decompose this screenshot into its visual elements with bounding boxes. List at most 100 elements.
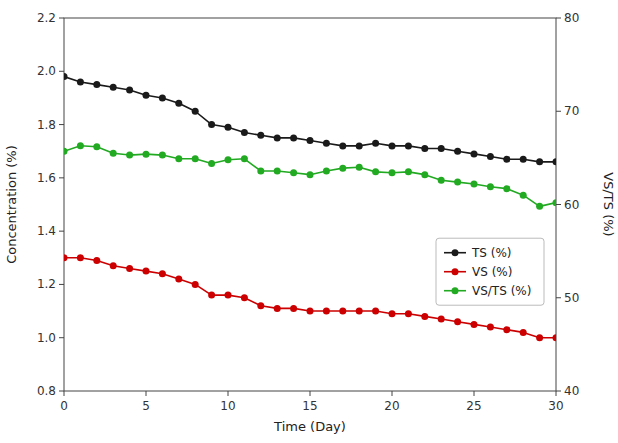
point	[126, 152, 133, 159]
x-tick	[392, 391, 393, 396]
point	[64, 254, 68, 261]
point	[536, 334, 543, 341]
point	[356, 308, 363, 315]
point	[307, 308, 314, 315]
legend-marker	[452, 268, 459, 275]
point	[487, 153, 494, 160]
point	[126, 265, 133, 272]
x-tick-label: 0	[60, 399, 68, 413]
point	[77, 78, 84, 85]
point	[159, 152, 166, 159]
legend-marker	[452, 249, 459, 256]
plot-area	[64, 73, 556, 341]
point	[192, 281, 199, 288]
point	[257, 167, 264, 174]
y-tick	[59, 231, 64, 232]
y2-tick	[556, 204, 561, 205]
point	[421, 171, 428, 178]
point	[208, 292, 215, 299]
y-tick-label: 2.0	[37, 64, 56, 78]
point	[536, 158, 543, 165]
legend-marker	[452, 287, 459, 294]
x-tick-label: 15	[302, 399, 317, 413]
y-tick	[59, 177, 64, 178]
point	[339, 165, 346, 172]
point	[290, 134, 297, 141]
axes: 0510152025300.81.01.21.41.61.82.02.24050…	[37, 11, 579, 413]
point	[339, 308, 346, 315]
point	[225, 292, 232, 299]
point	[471, 321, 478, 328]
point	[405, 310, 412, 317]
point	[553, 158, 557, 165]
x-tick	[310, 391, 311, 396]
x-tick	[146, 391, 147, 396]
y2-tick-label: 80	[564, 11, 579, 25]
series-line	[64, 146, 556, 207]
point	[520, 156, 527, 163]
legend-label: VS (%)	[472, 265, 512, 279]
x-tick-label: 10	[220, 399, 235, 413]
point	[323, 140, 330, 147]
y-tick	[59, 337, 64, 338]
point	[307, 137, 314, 144]
point	[356, 164, 363, 171]
point	[503, 185, 510, 192]
point	[438, 316, 445, 323]
point	[471, 150, 478, 157]
point	[372, 308, 379, 315]
point	[241, 294, 248, 301]
point	[64, 148, 68, 155]
point	[553, 334, 557, 341]
point	[405, 168, 412, 175]
x-axis-label: Time (Day)	[273, 419, 346, 434]
y-tick-label: 2.2	[37, 11, 56, 25]
y-axis-label: Concentration (%)	[4, 145, 19, 264]
y-tick-label: 1.8	[37, 118, 56, 132]
point	[241, 155, 248, 162]
point	[257, 302, 264, 309]
point	[159, 270, 166, 277]
y-tick-label: 1.2	[37, 277, 56, 291]
y-tick-label: 0.8	[37, 384, 56, 398]
point	[77, 142, 84, 149]
legend-label: VS/TS (%)	[472, 284, 531, 298]
y2-tick	[556, 111, 561, 112]
y-tick-label: 1.6	[37, 171, 56, 185]
point	[520, 329, 527, 336]
point	[110, 84, 117, 91]
point	[225, 124, 232, 131]
y-tick-label: 1.0	[37, 331, 56, 345]
point	[372, 140, 379, 147]
y2-tick-label: 40	[564, 384, 579, 398]
point	[372, 168, 379, 175]
point	[143, 151, 150, 158]
y-tick	[59, 124, 64, 125]
x-tick	[556, 391, 557, 396]
point	[208, 121, 215, 128]
x-tick-label: 5	[142, 399, 150, 413]
point	[274, 305, 281, 312]
point	[290, 169, 297, 176]
series	[64, 73, 556, 165]
point	[389, 142, 396, 149]
point	[454, 318, 461, 325]
legend-label: TS (%)	[471, 246, 512, 260]
y2-tick	[556, 391, 561, 392]
point	[257, 132, 264, 139]
plot-frame	[64, 18, 556, 391]
point	[536, 203, 543, 210]
point	[438, 177, 445, 184]
legend-box	[436, 238, 544, 305]
point	[503, 326, 510, 333]
x-tick-label: 25	[466, 399, 481, 413]
point	[389, 169, 396, 176]
y-tick	[59, 391, 64, 392]
point	[323, 308, 330, 315]
chart: 0510152025300.81.01.21.41.61.82.02.24050…	[0, 0, 618, 443]
point	[192, 108, 199, 115]
y2-tick-label: 50	[564, 291, 579, 305]
point	[241, 129, 248, 136]
point	[208, 160, 215, 167]
x-tick-label: 30	[548, 399, 563, 413]
